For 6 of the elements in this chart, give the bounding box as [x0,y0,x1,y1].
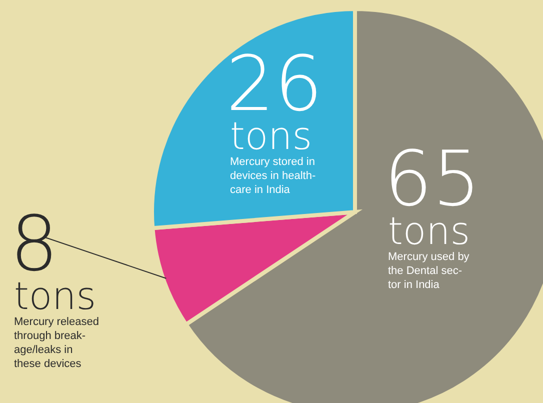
data-label: 26 tons [226,39,323,158]
slice-label: Mercury stored in devices in health- care in India [230,156,316,196]
slice-label: Mercury used by the Dental sec- tor in India [388,251,470,291]
slice-label: Mercury released through break- age/leaks in these devices [14,316,99,370]
data-label: 8 tons [10,199,96,318]
data-label: 65 tons [384,134,481,253]
